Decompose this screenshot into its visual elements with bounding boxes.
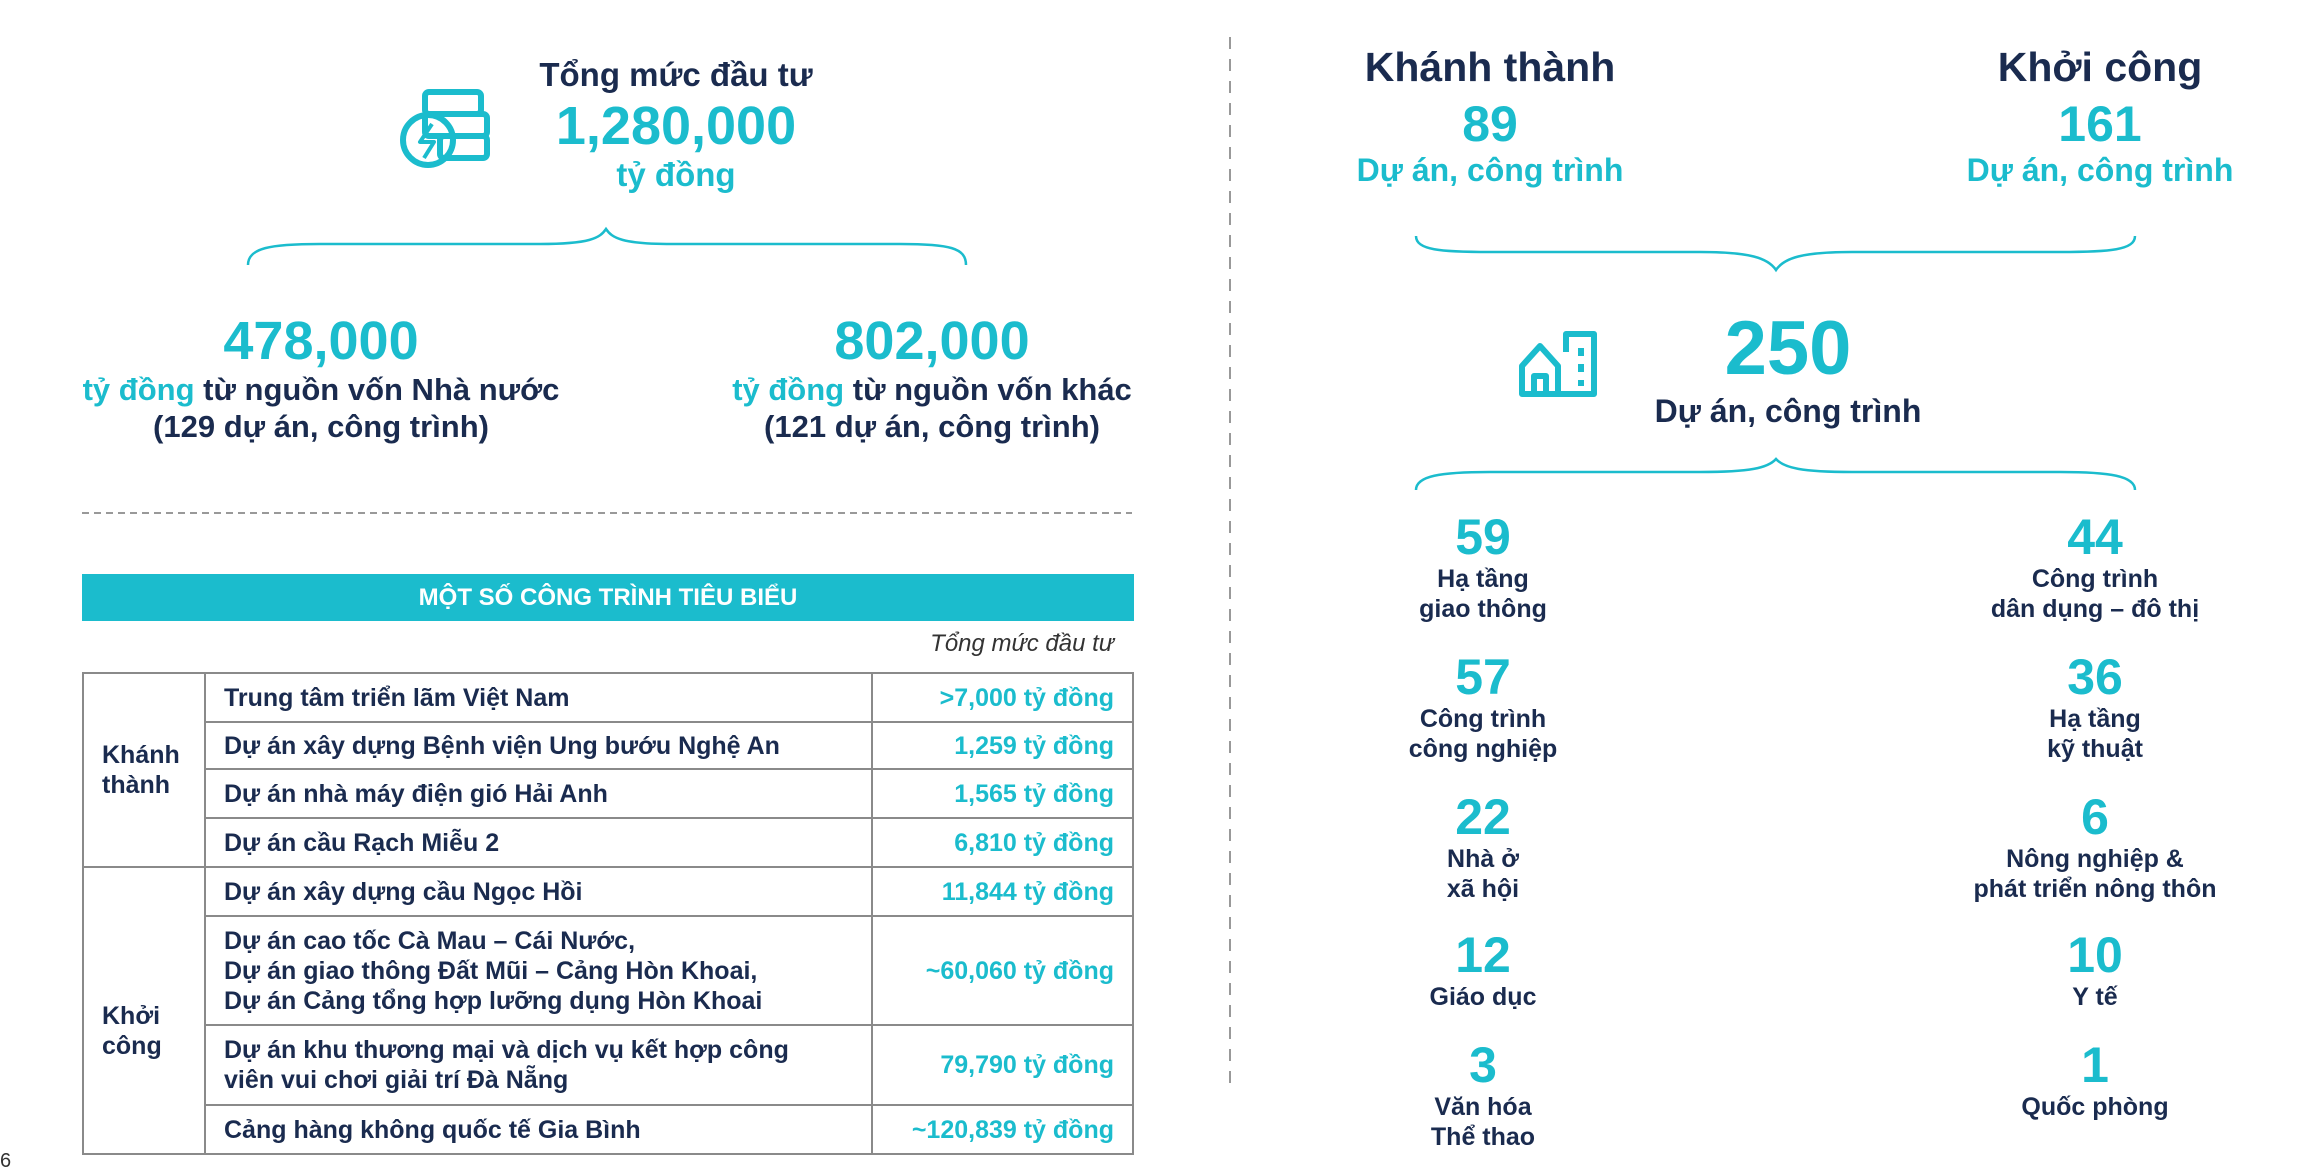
brace-projects-bottom: [1414, 457, 2137, 491]
category-label: Quốc phòng: [2021, 1093, 2169, 1121]
project-name: Dự án xây dựng Bệnh viện Ung bướu Nghệ A…: [204, 721, 873, 770]
other-capital-desc: tỷ đồng từ nguồn vốn khác: [732, 372, 1132, 408]
project-investment: 1,565 tỷ đồng: [871, 768, 1134, 819]
project-investment: 1,259 tỷ đồng: [871, 721, 1134, 770]
other-capital-text: từ nguồn vốn khác: [852, 372, 1132, 407]
table-row: Khánh thành Trung tâm triển lãm Việt Nam >…: [82, 672, 1134, 868]
category-count: 36: [2067, 649, 2123, 705]
completed-count: 89: [1462, 96, 1518, 152]
project-investment: ~60,060 tỷ đồng: [871, 915, 1134, 1026]
table-row: Khởi công Dự án xây dựng cầu Ngọc Hồi 11,8…: [82, 866, 1134, 1155]
category-count: 44: [2067, 509, 2123, 565]
category-label: Văn hóa Thể thao: [1430, 1093, 1536, 1151]
category-count: 12: [1455, 927, 1511, 983]
state-capital-note: (129 dự án, công trình): [153, 409, 489, 444]
category-label: Công trình dân dụng – đô thị: [1990, 565, 2200, 623]
project-investment: ~120,839 tỷ đồng: [871, 1104, 1134, 1155]
project-investment: 6,810 tỷ đồng: [871, 817, 1134, 868]
category-count: 22: [1455, 789, 1511, 845]
category-count: 1: [2081, 1037, 2109, 1093]
project-name: Dự án khu thương mại và dịch vụ kết hợp …: [204, 1024, 873, 1106]
category-count: 6: [2081, 789, 2109, 845]
category-count: 3: [1469, 1037, 1497, 1093]
table-row: Dự án nhà máy điện gió Hải Anh 1,565 tỷ đ…: [83, 768, 1134, 819]
project-name: Dự án xây dựng cầu Ngọc Hồi: [204, 866, 873, 917]
group-label: Khởi công: [82, 866, 206, 1155]
investment-title: Tổng mức đầu tư: [539, 56, 813, 93]
started-title: Khởi công: [1997, 44, 2203, 90]
category-label: Nông nghiệp & phát triển nông thôn: [1973, 845, 2217, 903]
completed-unit: Dự án, công trình: [1356, 152, 1624, 188]
table-row: Dự án cầu Rạch Miễu 2 6,810 tỷ đồng: [83, 817, 1134, 868]
table-row: Dự án xây dựng Bệnh viện Ung bướu Nghệ A…: [83, 721, 1134, 770]
building-icon: [1519, 331, 1597, 397]
total-projects-count: 250: [1724, 306, 1852, 391]
category-count: 57: [1455, 649, 1511, 705]
brace-investment: [246, 226, 968, 266]
investment-unit: tỷ đồng: [616, 156, 736, 193]
category-label: Hạ tầng kỹ thuật: [2047, 705, 2143, 763]
project-name: Dự án nhà máy điện gió Hải Anh: [204, 768, 873, 819]
table-row: Dự án cao tốc Cà Mau – Cái Nước, Dự án g…: [83, 915, 1134, 1026]
completed-title: Khánh thành: [1364, 44, 1616, 90]
state-capital-desc: tỷ đồng từ nguồn vốn Nhà nước: [83, 372, 560, 408]
table-row: Cảng hàng không quốc tế Gia Bình ~120,839…: [83, 1104, 1134, 1155]
investment-total: 1,280,000: [555, 96, 797, 156]
table-column-caption: Tổng mức đầu tư: [930, 630, 1114, 657]
category-label: Công trình công nghiệp: [1408, 705, 1558, 763]
other-capital-value: 802,000: [834, 311, 1030, 371]
project-investment: 11,844 tỷ đồng: [871, 866, 1134, 917]
category-label: Y tế: [2072, 983, 2118, 1011]
state-capital-value: 478,000: [223, 311, 419, 371]
project-investment: 79,790 tỷ đồng: [871, 1024, 1134, 1106]
project-name: Cảng hàng không quốc tế Gia Bình: [204, 1104, 873, 1155]
state-capital-text: từ nguồn vốn Nhà nước: [203, 372, 560, 407]
projects-table: Khánh thành Trung tâm triển lãm Việt Nam >…: [82, 672, 1134, 1155]
state-capital-unit: tỷ đồng: [82, 372, 195, 407]
total-projects-unit: Dự án, công trình: [1654, 393, 1922, 429]
brace-projects-top: [1414, 235, 2137, 273]
other-capital-note: (121 dự án, công trình): [764, 409, 1100, 444]
table-row: Dự án khu thương mại và dịch vụ kết hợp …: [83, 1024, 1134, 1106]
category-count: 59: [1455, 509, 1511, 565]
project-name: Dự án cao tốc Cà Mau – Cái Nước, Dự án g…: [204, 915, 873, 1026]
table-title: MỘT SỐ CÔNG TRÌNH TIÊU BIỂU: [82, 574, 1134, 621]
category-label: Nhà ở xã hội: [1446, 845, 1520, 903]
page-number: 6: [0, 1150, 12, 1172]
project-name: Dự án cầu Rạch Miễu 2: [204, 817, 873, 868]
project-investment: >7,000 tỷ đồng: [871, 672, 1134, 723]
project-name: Trung tâm triển lãm Việt Nam: [204, 672, 873, 723]
coins-lightning-icon: [400, 89, 490, 168]
started-count: 161: [2058, 96, 2142, 152]
other-capital-unit: tỷ đồng: [732, 372, 845, 407]
started-unit: Dự án, công trình: [1966, 152, 2234, 188]
category-label: Giáo dục: [1429, 983, 1537, 1011]
category-count: 10: [2067, 927, 2123, 983]
group-label: Khánh thành: [82, 672, 206, 868]
category-label: Hạ tầng giao thông: [1419, 565, 1547, 623]
